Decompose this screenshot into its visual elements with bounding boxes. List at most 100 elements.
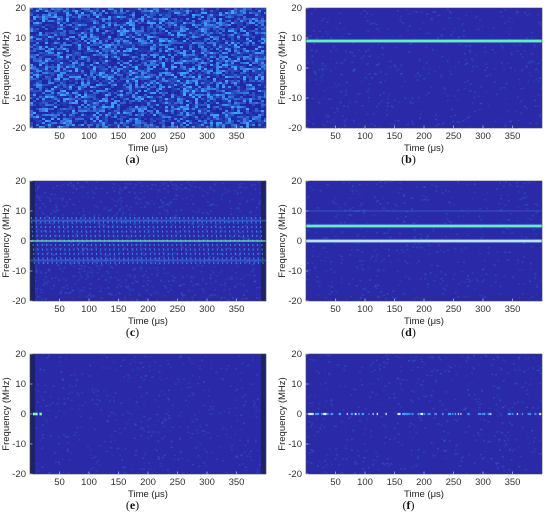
heatmap-cell bbox=[123, 48, 126, 50]
heatmap-cell bbox=[366, 19, 369, 22]
heatmap-cell bbox=[388, 93, 391, 95]
heatmap-cell bbox=[198, 42, 201, 44]
heatmap-cell bbox=[528, 72, 531, 74]
heatmap-cell bbox=[123, 50, 126, 52]
heatmap-cell bbox=[81, 118, 84, 120]
heatmap-cell bbox=[135, 30, 138, 32]
heatmap-cell bbox=[90, 38, 93, 40]
heatmap-cell bbox=[180, 126, 183, 128]
heatmap-cell bbox=[186, 24, 189, 26]
heatmap-cell bbox=[36, 10, 39, 12]
heatmap-cell bbox=[234, 86, 237, 88]
heatmap-cell bbox=[156, 100, 159, 102]
heatmap-cell bbox=[105, 94, 108, 96]
heatmap-cell bbox=[174, 108, 177, 110]
heatmap-cell bbox=[216, 78, 219, 80]
heatmap-cell bbox=[102, 14, 105, 16]
heatmap-cell bbox=[147, 48, 150, 50]
heatmap-cell bbox=[66, 16, 69, 18]
heatmap-cell bbox=[165, 106, 168, 108]
heatmap-cell bbox=[162, 36, 165, 38]
heatmap-cell bbox=[329, 97, 332, 100]
heatmap-cell bbox=[87, 42, 90, 44]
heatmap-cell bbox=[81, 26, 84, 28]
heatmap-cell bbox=[48, 124, 51, 126]
heatmap-cell bbox=[108, 30, 111, 32]
heatmap-cell bbox=[90, 96, 93, 98]
heatmap-cell bbox=[162, 26, 165, 28]
heatmap-cell bbox=[425, 94, 428, 96]
heatmap-cell bbox=[66, 36, 69, 38]
heatmap-cell bbox=[54, 66, 57, 68]
heatmap-cell bbox=[180, 112, 183, 114]
heatmap-cell bbox=[96, 120, 99, 122]
heatmap-cell bbox=[141, 88, 144, 90]
heatmap-cell bbox=[469, 126, 472, 128]
x-tick-label: 50 bbox=[54, 131, 65, 142]
heatmap-cell bbox=[240, 118, 243, 120]
heatmap-cell bbox=[141, 10, 144, 12]
heatmap-cell bbox=[75, 122, 78, 124]
heatmap-cell bbox=[216, 68, 219, 70]
heatmap-cell bbox=[36, 24, 39, 26]
heatmap-cell bbox=[87, 44, 90, 46]
heatmap-cell bbox=[66, 74, 69, 76]
heatmap-cell bbox=[329, 58, 332, 60]
heatmap-cell bbox=[117, 88, 120, 90]
heatmap-cell bbox=[222, 116, 225, 118]
heatmap-cell bbox=[252, 30, 255, 32]
heatmap-cell bbox=[111, 60, 114, 62]
heatmap-cell bbox=[33, 18, 36, 20]
heatmap-cell bbox=[126, 14, 129, 16]
heatmap-cell bbox=[198, 36, 201, 38]
heatmap-cell bbox=[63, 84, 66, 86]
heatmap-cell bbox=[60, 82, 63, 84]
heatmap-cell bbox=[129, 62, 132, 64]
heatmap-cell bbox=[114, 64, 117, 66]
heatmap-cell bbox=[72, 88, 75, 90]
heatmap-cell bbox=[216, 70, 219, 72]
heatmap-cell bbox=[192, 48, 195, 50]
heatmap-cell bbox=[81, 84, 84, 86]
heatmap-cell bbox=[60, 18, 63, 20]
heatmap-cell bbox=[93, 32, 96, 34]
heatmap-cell bbox=[60, 20, 63, 22]
heatmap-cell bbox=[132, 110, 135, 112]
heatmap-cell bbox=[117, 122, 120, 124]
heatmap-cell bbox=[162, 96, 165, 98]
heatmap-cell bbox=[114, 76, 117, 78]
heatmap-cell bbox=[72, 42, 75, 44]
heatmap-cell bbox=[237, 60, 240, 62]
heatmap-cell bbox=[204, 54, 207, 56]
heatmap-cell bbox=[186, 116, 189, 118]
heatmap-cell bbox=[102, 110, 105, 112]
heatmap-cell bbox=[258, 40, 261, 42]
heatmap-cell bbox=[210, 118, 213, 120]
heatmap-cell bbox=[126, 38, 129, 40]
heatmap-cell bbox=[255, 48, 258, 50]
heatmap-cell bbox=[195, 26, 198, 28]
heatmap-cell bbox=[45, 84, 48, 86]
heatmap-cell bbox=[183, 86, 186, 88]
heatmap-cell bbox=[111, 38, 114, 40]
heatmap-cell bbox=[132, 62, 135, 64]
heatmap-cell bbox=[81, 64, 84, 66]
heatmap-cell bbox=[261, 12, 264, 14]
heatmap-cell bbox=[344, 94, 347, 96]
heatmap-cell bbox=[210, 18, 213, 20]
heatmap-cell bbox=[75, 22, 78, 24]
heatmap-cell bbox=[63, 12, 66, 14]
heatmap-cell bbox=[252, 100, 255, 102]
heatmap-cell bbox=[54, 114, 57, 116]
heatmap-cell bbox=[57, 122, 60, 124]
heatmap-cell bbox=[222, 108, 225, 110]
heatmap-cell bbox=[39, 102, 42, 104]
heatmap-cell bbox=[258, 8, 261, 10]
heatmap-cell bbox=[66, 88, 69, 90]
heatmap-cell bbox=[30, 102, 33, 104]
heatmap-cell bbox=[36, 92, 39, 94]
heatmap-cell bbox=[240, 94, 243, 96]
heatmap-cell bbox=[147, 80, 150, 82]
heatmap-cell bbox=[189, 70, 192, 72]
heatmap-cell bbox=[33, 88, 36, 90]
